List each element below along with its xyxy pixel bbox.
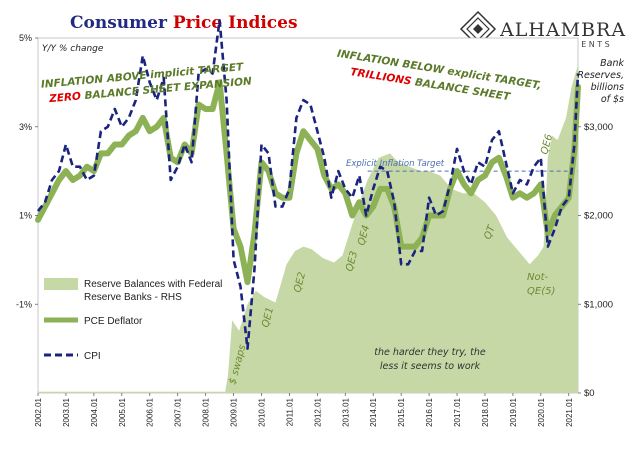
right-tick-label: $0 <box>584 388 595 399</box>
x-tick-label: 2010.01 <box>257 397 266 426</box>
left-tick-label: 1% <box>19 211 32 221</box>
svg-text:CPI: CPI <box>84 351 101 362</box>
reserves-area-series <box>38 64 578 393</box>
x-tick-label: 2003.01 <box>62 397 71 426</box>
svg-text:PCE Deflator: PCE Deflator <box>84 316 143 327</box>
x-tick-label: 2002.01 <box>34 397 43 426</box>
target-label: Explicit Inflation Target <box>346 159 445 169</box>
x-tick-label: 2009.01 <box>230 397 239 426</box>
reserves-area <box>38 64 578 393</box>
label-qe2: QE2 <box>292 271 308 294</box>
pce-line <box>35 79 581 286</box>
right-tick-label: $2,000 <box>584 211 613 222</box>
x-tick-label: 2012.01 <box>313 397 322 426</box>
x-tick-label: 2017.01 <box>453 397 462 426</box>
right-axis-label: Bank Reserves, billions of $s <box>577 58 624 105</box>
x-tick-label: 2008.01 <box>202 397 211 426</box>
x-tick-label: 2005.01 <box>118 397 127 426</box>
x-tick-label: 2007.01 <box>174 397 183 426</box>
label-not-qe-2: QE(5) <box>527 286 555 297</box>
left-tick-label: -1% <box>16 299 32 309</box>
left-tick-label: 3% <box>19 122 32 132</box>
x-tick-label: 2006.01 <box>146 397 155 426</box>
try-line-2: less it seems to work <box>380 361 481 372</box>
x-tick-label: 2019.01 <box>509 397 518 426</box>
svg-text:Reserve Banks - RHS: Reserve Banks - RHS <box>84 292 182 303</box>
svg-text:Reserves,: Reserves, <box>577 70 624 81</box>
label-qe3: QE3 <box>344 250 360 273</box>
right-tick-label: $1,000 <box>584 299 613 310</box>
svg-text:of $s: of $s <box>601 94 624 105</box>
label-not-qe-1: Not- <box>527 272 549 283</box>
x-tick-label: 2020.01 <box>537 397 546 426</box>
label-qt: QT <box>482 223 497 241</box>
pce-series <box>35 79 581 286</box>
left-tick-label: 5% <box>19 33 32 43</box>
x-tick-label: 2021.01 <box>565 397 574 426</box>
legend-item-cpi: CPI <box>44 351 101 362</box>
try-line-1: the harder they try, the <box>374 347 486 358</box>
label-qe1: QE1 <box>260 306 276 329</box>
chart-title: Consumer Price Indices <box>70 13 298 33</box>
legend-item-reserves: Reserve Balances with Federal Reserve Ba… <box>44 278 222 303</box>
x-tick-label: 2014.01 <box>369 397 378 426</box>
logo-name: ALHAMBRA <box>499 19 626 41</box>
x-tick-label: 2004.01 <box>90 397 99 426</box>
x-tick-label: 2018.01 <box>481 397 490 426</box>
svg-text:Reserve Balances with Federal: Reserve Balances with Federal <box>84 279 222 290</box>
x-tick-label: 2011.01 <box>285 397 294 426</box>
legend-item-pce: PCE Deflator <box>44 316 143 327</box>
right-tick-label: $3,000 <box>584 122 613 133</box>
x-tick-label: 2016.01 <box>425 397 434 426</box>
label-qe4: QE4 <box>356 224 372 247</box>
svg-text:Bank: Bank <box>600 58 624 69</box>
cpi-line <box>36 19 580 350</box>
legend: Reserve Balances with Federal Reserve Ba… <box>44 278 222 362</box>
cpi-series <box>36 19 580 350</box>
left-axis-label: Y/Y % change <box>42 44 104 54</box>
x-tick-label: 2015.01 <box>397 397 406 426</box>
label-qe6: QE6 <box>539 133 555 156</box>
x-tick-label: 2013.01 <box>341 397 350 426</box>
svg-text:billions: billions <box>591 82 624 93</box>
